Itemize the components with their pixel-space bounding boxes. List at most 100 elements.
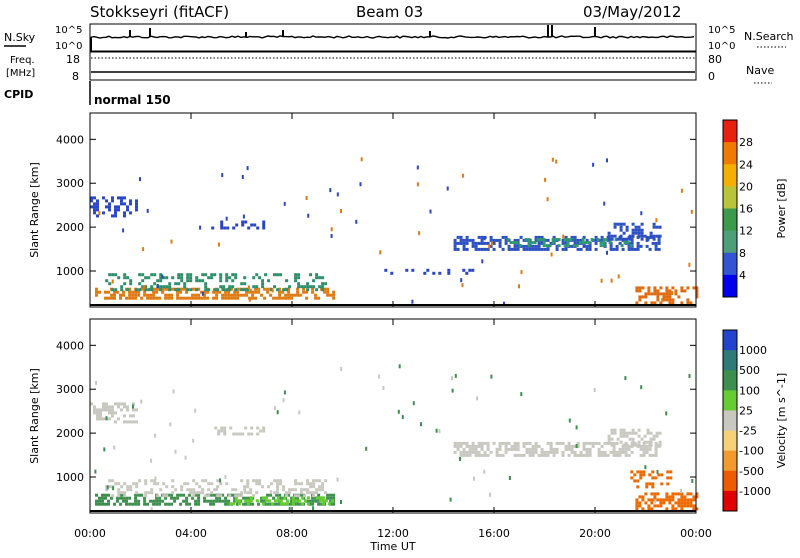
- echo-cell: [649, 437, 653, 441]
- echo-cell: [531, 453, 535, 457]
- echo-cell: [555, 247, 559, 251]
- echo-cell: [662, 498, 666, 502]
- echo-cell: [158, 296, 162, 300]
- echo-cell: [692, 507, 696, 511]
- echo-point: [550, 252, 553, 257]
- echo-cell: [549, 444, 553, 448]
- echo-point: [288, 506, 291, 511]
- echo-cell: [613, 225, 617, 229]
- echo-cell: [108, 273, 112, 277]
- echo-cell: [654, 247, 658, 251]
- echo-cell: [674, 492, 678, 496]
- echo-cell: [275, 502, 279, 506]
- echo-cell: [107, 499, 110, 503]
- echo-cell: [510, 447, 514, 451]
- echo-cell: [635, 504, 639, 508]
- echo-cell: [257, 502, 261, 506]
- echo-cell: [639, 470, 643, 474]
- echo-cell: [194, 499, 198, 503]
- echo-cell: [456, 444, 460, 448]
- echo-cell: [266, 290, 270, 294]
- echo-cell: [483, 241, 487, 245]
- echo-point: [112, 486, 115, 491]
- echo-point: [518, 284, 520, 289]
- echo-cell: [180, 485, 184, 489]
- echo-point: [490, 241, 493, 246]
- echo-cell: [465, 235, 469, 239]
- echo-cell: [305, 290, 309, 294]
- echo-cell: [659, 301, 663, 305]
- nsky-line: [90, 35, 695, 39]
- echo-cell: [646, 431, 650, 435]
- echo-cell: [489, 244, 493, 248]
- echo-cell: [651, 485, 655, 489]
- echo-cell: [290, 499, 294, 503]
- echo-cell: [594, 241, 598, 245]
- echo-cell: [300, 482, 304, 486]
- echo-cell: [665, 507, 669, 511]
- echo-cell: [242, 502, 246, 506]
- echo-cell: [563, 244, 567, 248]
- echo-cell: [549, 450, 553, 454]
- echo-cell: [96, 411, 99, 415]
- echo-cell: [453, 241, 457, 245]
- echo-cell: [309, 482, 313, 486]
- echo-cell: [186, 276, 190, 280]
- echo-cell: [201, 491, 205, 495]
- echo-cell: [135, 420, 138, 424]
- echo-cell: [144, 482, 148, 486]
- echo-cell: [610, 234, 614, 238]
- echo-cell: [567, 447, 571, 451]
- echo-cell: [665, 292, 669, 296]
- echo-cell: [639, 244, 643, 248]
- echo-cell: [411, 268, 415, 272]
- echo-cell: [114, 482, 118, 486]
- colorbar-swatch: [723, 186, 737, 209]
- echo-cell: [567, 444, 571, 448]
- echo-cell: [223, 226, 227, 230]
- echo-cell: [224, 496, 228, 500]
- echo-cell: [246, 482, 250, 486]
- echo-point: [617, 274, 620, 279]
- echo-cell: [225, 288, 229, 292]
- echo-cell: [252, 494, 256, 498]
- echo-cell: [217, 432, 221, 436]
- echo-cell: [207, 288, 211, 292]
- echo-cell: [219, 482, 223, 486]
- echo-cell: [180, 488, 184, 492]
- echo-point: [146, 208, 149, 213]
- echo-cell: [315, 276, 319, 280]
- echo-cell: [569, 238, 573, 242]
- echo-cell: [111, 196, 114, 200]
- echo-cell: [296, 293, 300, 297]
- echo-point: [201, 291, 204, 296]
- echo-cell: [531, 244, 535, 248]
- echo-cell: [615, 450, 619, 454]
- echo-cell: [471, 450, 475, 454]
- echo-cell: [128, 287, 132, 291]
- echo-cell: [213, 288, 217, 292]
- echo-cell: [609, 450, 613, 454]
- echo-cell: [638, 289, 642, 293]
- echo-cell: [257, 290, 261, 294]
- echo-cell: [321, 488, 325, 492]
- echo-cell: [656, 295, 660, 299]
- echo-cell: [658, 440, 662, 444]
- echo-point: [555, 159, 558, 164]
- echo-cell: [650, 507, 654, 511]
- echo-cell: [105, 405, 108, 409]
- echo-point: [307, 213, 310, 218]
- echo-cell: [641, 286, 645, 290]
- y-tick-label: 1000: [56, 265, 84, 278]
- echo-cell: [275, 493, 279, 497]
- echo-cell: [585, 238, 589, 242]
- echo-cell: [489, 235, 493, 239]
- station-title: Stokkseyri (fitACF): [90, 3, 229, 21]
- echo-cell: [471, 447, 475, 451]
- colorbar-swatch: [723, 370, 737, 391]
- echo-cell: [152, 287, 156, 291]
- echo-cell: [637, 443, 641, 447]
- echo-cell: [108, 485, 112, 489]
- echo-cell: [101, 493, 104, 497]
